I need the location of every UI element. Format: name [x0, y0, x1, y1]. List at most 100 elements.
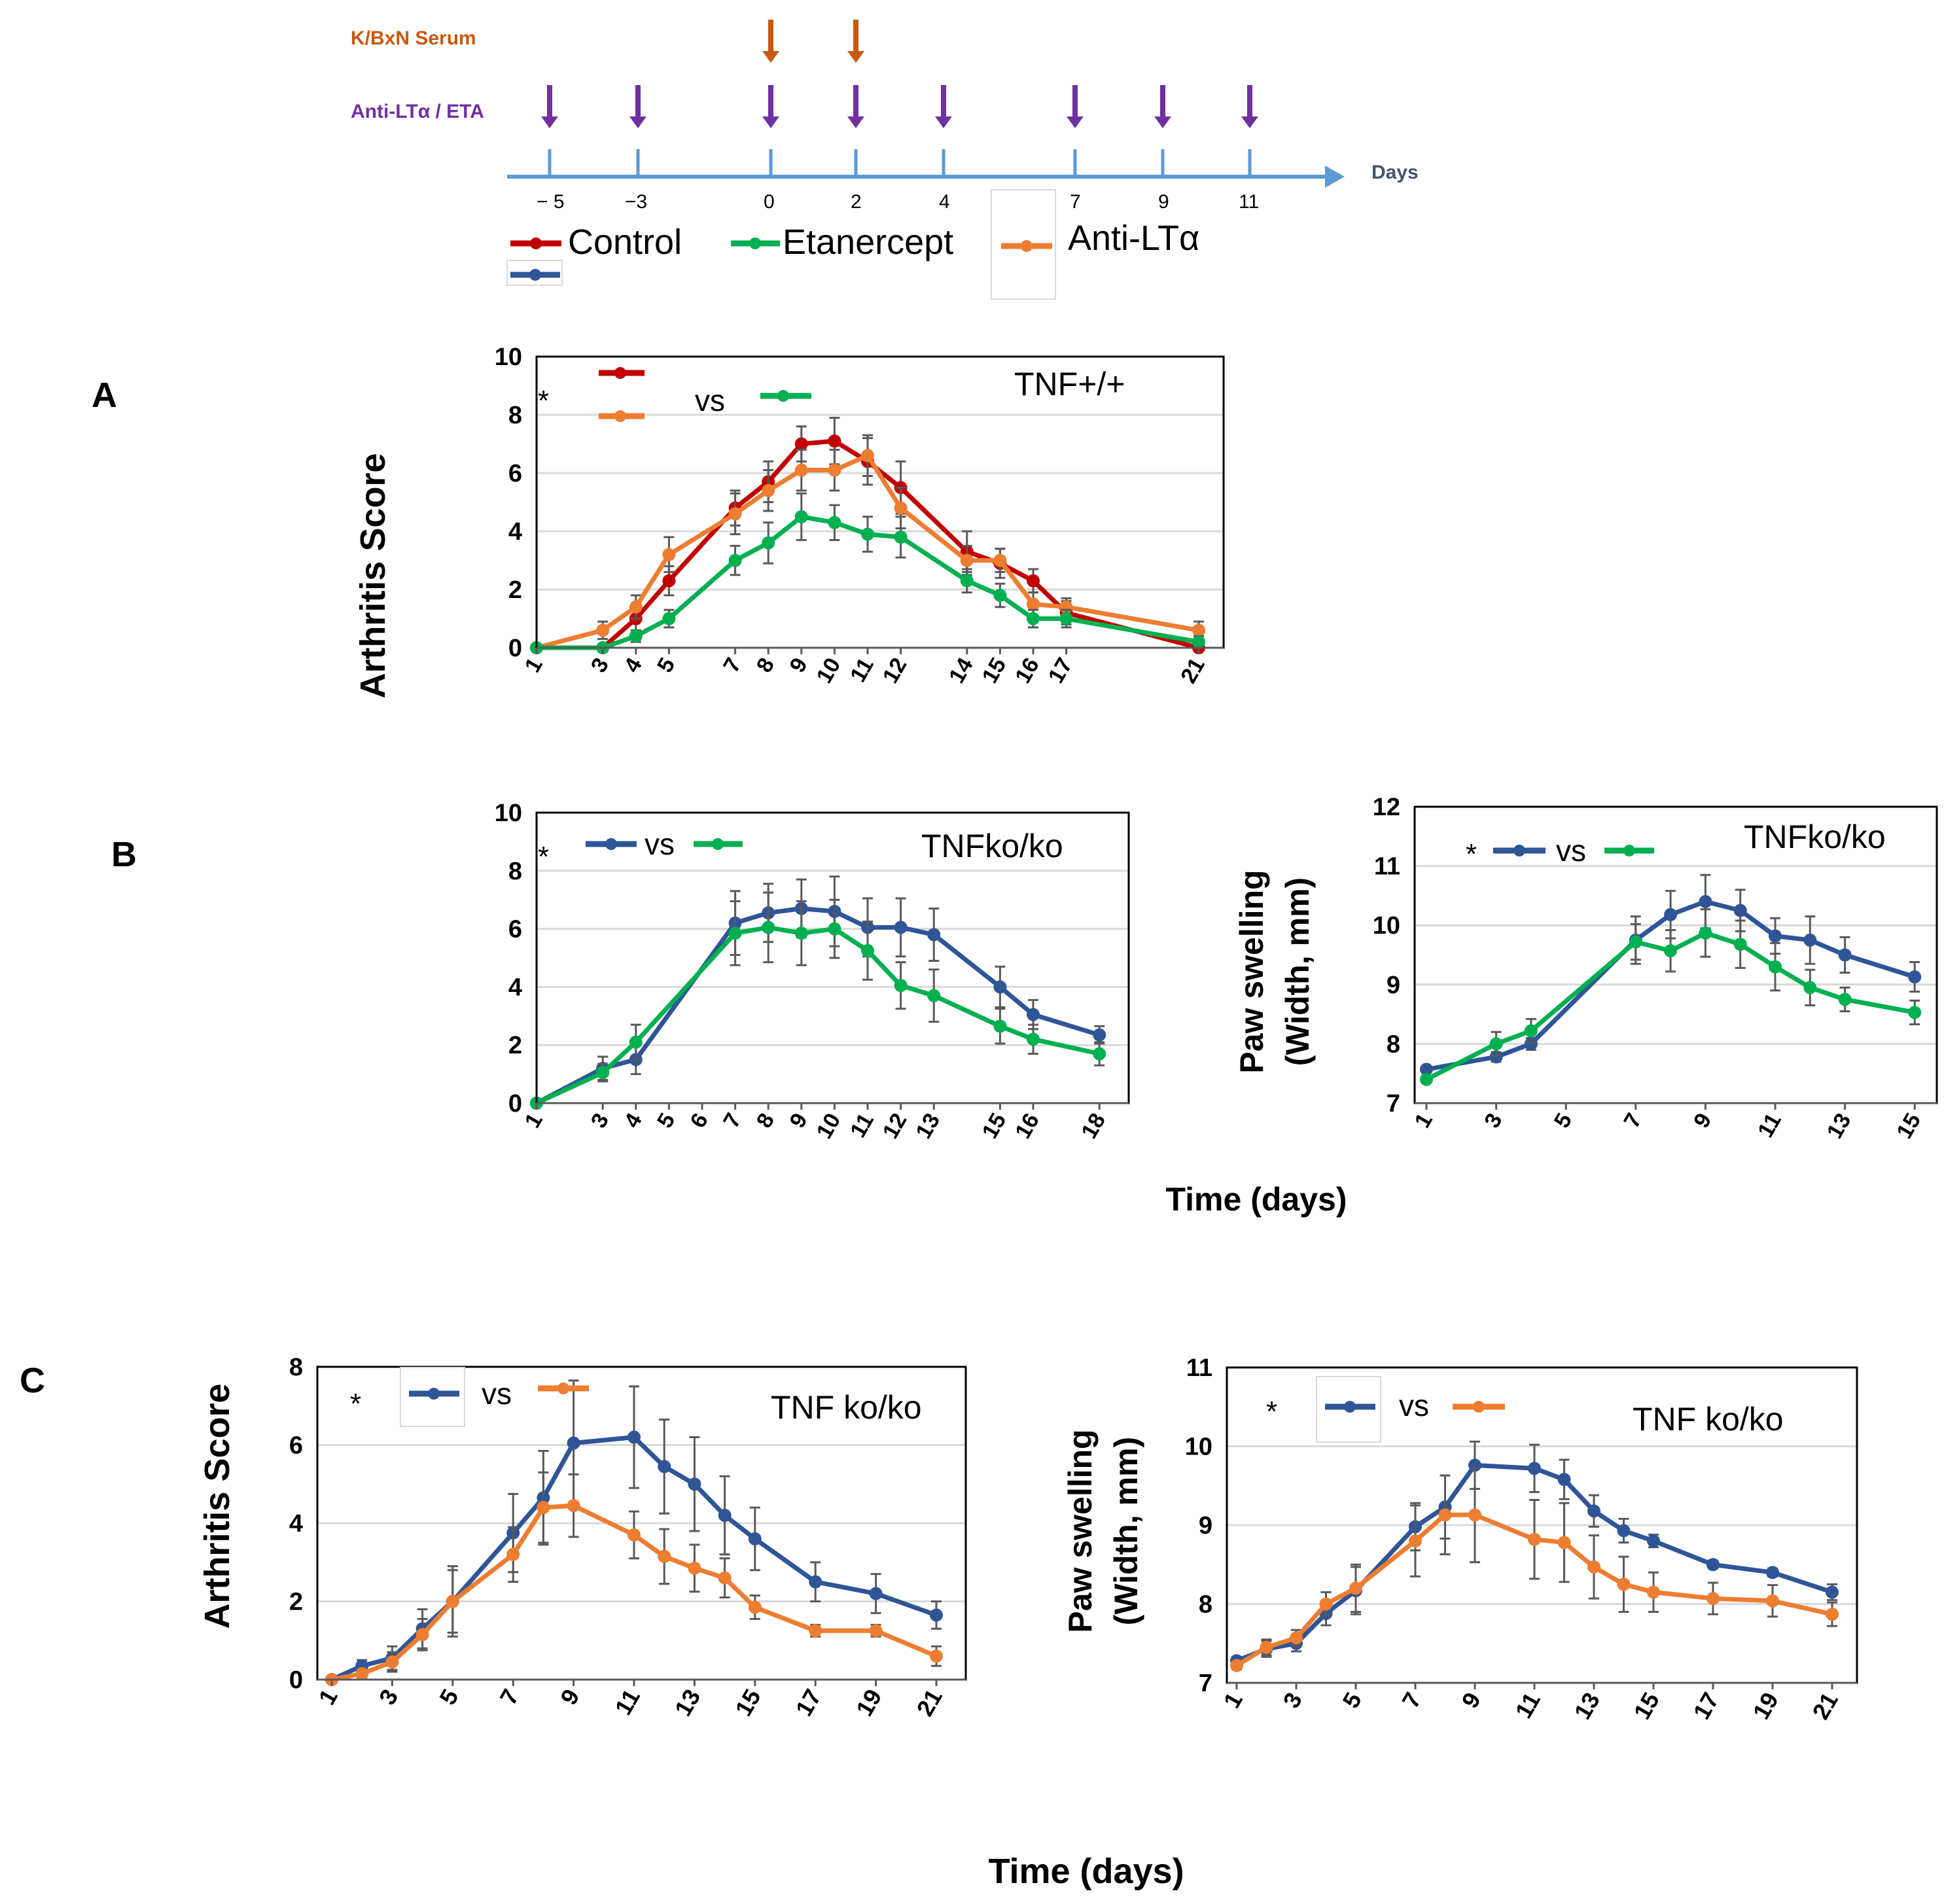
x-tick-label: 13 [911, 1109, 945, 1143]
data-point-etanercept [728, 926, 742, 940]
data-point-etanercept [728, 554, 742, 567]
chart-b1-vs: vs [645, 827, 675, 861]
data-point-tnfko [1647, 1534, 1660, 1548]
data-point-etanercept [1093, 1047, 1106, 1061]
data-point-anti_lta [1617, 1578, 1631, 1591]
data-point-anti_lta [960, 554, 974, 567]
data-point-tnfko [1733, 904, 1747, 917]
legend-tnfko-marker [529, 269, 541, 281]
data-point-anti_lta [567, 1499, 580, 1513]
data-point-anti_lta [1706, 1592, 1720, 1606]
x-tick-label: 5 [652, 1109, 680, 1132]
serum-arrow-head [847, 51, 864, 63]
data-point-tnfko [1557, 1473, 1571, 1487]
chart-b2-legend: vs [1493, 834, 1654, 868]
y-tick-label: 8 [1387, 1031, 1400, 1058]
series-line-tnfko [535, 906, 1101, 1106]
y-tick-label: 8 [508, 402, 522, 429]
y-tick-label: 4 [508, 518, 522, 546]
y-tick-label: 2 [508, 576, 522, 604]
data-point-tnfko [1524, 1037, 1538, 1051]
legend-control-marker [530, 238, 542, 249]
data-point-tnfko [1706, 1558, 1720, 1572]
x-tick-label: 7 [1619, 1109, 1646, 1132]
data-point-tnfko [1908, 970, 1922, 984]
treatment-arrow-head [1154, 116, 1171, 128]
data-point-anti_lta [627, 1528, 641, 1542]
data-point-anti_lta [596, 624, 610, 637]
y-tick-label: 7 [1199, 1670, 1212, 1697]
data-point-etanercept [662, 612, 676, 626]
serum-label: K/BxN Serum [351, 27, 476, 49]
x-tick-label: 1 [1410, 1109, 1438, 1132]
chart-c2-ylabel-line2: (Width, mm) [1108, 1437, 1144, 1625]
x-tick-label: 13 [1568, 1688, 1605, 1724]
series-tnfko [530, 875, 1106, 1110]
x-tick-label: 21 [911, 1685, 947, 1721]
x-tick-label: 3 [586, 1109, 614, 1132]
data-point-tnfko [1803, 933, 1817, 947]
data-point-etanercept [1420, 1072, 1433, 1086]
x-tick-label: 3 [1479, 1109, 1507, 1132]
data-point-tnfko [930, 1608, 943, 1622]
data-point-anti_lta [688, 1561, 701, 1575]
data-point-etanercept [1733, 938, 1747, 951]
data-point-tnfko [809, 1575, 822, 1589]
timeline-tick-label: 11 [1239, 191, 1259, 213]
panel-label-a: A [92, 376, 117, 415]
data-point-anti_lta [629, 600, 643, 614]
y-tick-label: 4 [289, 1510, 303, 1538]
series-line-anti_lta [331, 1503, 938, 1682]
x-tick-label: 18 [1076, 1109, 1110, 1143]
data-point-etanercept [762, 921, 775, 934]
data-point-tnfko [993, 980, 1007, 994]
x-tick-label: 1 [313, 1685, 343, 1710]
chart-b1-legend: vs [586, 827, 743, 861]
data-point-tnfko [1093, 1028, 1106, 1042]
y-tick-label: 9 [1387, 972, 1400, 999]
x-tick-label: 16 [1010, 1109, 1044, 1143]
x-tick-label: 5 [1549, 1109, 1577, 1132]
data-point-anti_lta [748, 1600, 762, 1614]
series-etanercept [530, 492, 1205, 654]
treatment-arrow-head [629, 116, 646, 128]
timeline-tick-label: 9 [1158, 191, 1169, 213]
x-tick-label: 8 [752, 654, 779, 677]
data-point-tnfko [894, 921, 908, 934]
x-tick-label: 5 [434, 1685, 464, 1710]
chart-c1-star: * [350, 1388, 361, 1420]
data-point-etanercept [894, 979, 908, 993]
data-point-anti_lta [930, 1649, 943, 1663]
data-point-etanercept [794, 926, 808, 940]
x-tick-label: 15 [978, 1109, 1012, 1143]
chart-b1-annotation: TNFko/ko [921, 828, 1063, 864]
timeline-tick-label: −3 [625, 191, 647, 213]
y-tick-label: 11 [1374, 853, 1400, 881]
data-point-anti_lta [894, 501, 908, 515]
data-point-tnfko [1838, 948, 1852, 962]
chart-c2-star: * [1266, 1396, 1277, 1428]
data-point-anti_lta [1409, 1534, 1422, 1548]
timeline: K/BxN Serum Anti-LTα / ETA Days − 5 −3 0 2 4… [351, 20, 1419, 213]
legend-control: Control [510, 222, 682, 262]
data-point-etanercept [1803, 981, 1817, 995]
chart-c1-legend: vs [400, 1367, 589, 1427]
y-tick-label: 10 [1373, 912, 1400, 940]
x-tick-label: 11 [1510, 1688, 1546, 1723]
series-anti_lta [325, 1471, 943, 1686]
series-line-tnfko [330, 1435, 938, 1682]
chart-c2-legend: vs [1316, 1376, 1505, 1443]
data-point-anti_lta [718, 1571, 732, 1585]
timeline-arrowhead [1325, 166, 1345, 188]
x-tick-label: 12 [878, 1109, 912, 1143]
data-point-tnfko [1528, 1462, 1541, 1475]
data-point-anti_lta [506, 1547, 520, 1561]
x-tick-label: 4 [619, 1109, 646, 1132]
x-tick-label: 9 [785, 1109, 812, 1132]
data-point-anti_lta [1557, 1536, 1571, 1549]
data-point-anti_lta [869, 1624, 883, 1638]
legend-etanercept-marker [749, 238, 761, 249]
